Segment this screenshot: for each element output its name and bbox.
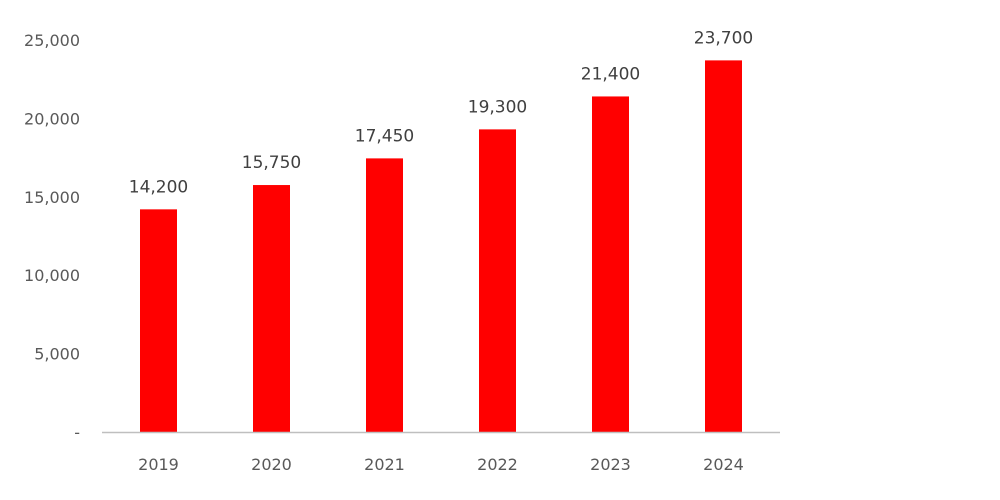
x-tick-label: 2021	[364, 455, 405, 474]
y-tick-label: 15,000	[24, 188, 80, 207]
bar-2022	[479, 129, 516, 432]
x-axis-ticks: 2019 2020 2021 2022 2023 2024	[138, 455, 744, 474]
bar-2021	[366, 158, 403, 432]
y-tick-label: 5,000	[34, 345, 80, 364]
y-tick-label: -	[74, 423, 80, 442]
x-tick-label: 2023	[590, 455, 631, 474]
data-label: 19,300	[468, 97, 527, 117]
data-label: 23,700	[694, 28, 753, 48]
y-tick-label: 10,000	[24, 266, 80, 285]
y-tick-label: 25,000	[24, 31, 80, 50]
y-axis-ticks: - 5,000 10,000 15,000 20,000 25,000	[24, 31, 80, 442]
bar-2020	[253, 185, 290, 432]
bar-2019	[140, 209, 177, 432]
data-label: 15,750	[242, 153, 301, 173]
x-tick-label: 2020	[251, 455, 292, 474]
data-label: 17,450	[355, 126, 414, 146]
x-tick-label: 2022	[477, 455, 518, 474]
y-tick-label: 20,000	[24, 109, 80, 128]
bars	[140, 60, 742, 432]
bar-2023	[592, 96, 629, 432]
data-labels: 14,200 15,750 17,450 19,300 21,400 23,700	[129, 28, 753, 197]
data-label: 21,400	[581, 64, 640, 84]
x-tick-label: 2019	[138, 455, 179, 474]
data-label: 14,200	[129, 177, 188, 197]
bar-2024	[705, 60, 742, 432]
x-tick-label: 2024	[703, 455, 744, 474]
